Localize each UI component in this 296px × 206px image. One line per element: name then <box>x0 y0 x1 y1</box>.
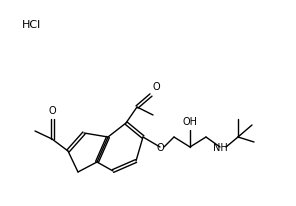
Text: NH: NH <box>213 142 227 152</box>
Text: OH: OH <box>183 116 197 126</box>
Text: O: O <box>152 82 160 91</box>
Text: O: O <box>156 142 164 152</box>
Text: HCl: HCl <box>22 20 41 30</box>
Text: O: O <box>48 105 56 115</box>
